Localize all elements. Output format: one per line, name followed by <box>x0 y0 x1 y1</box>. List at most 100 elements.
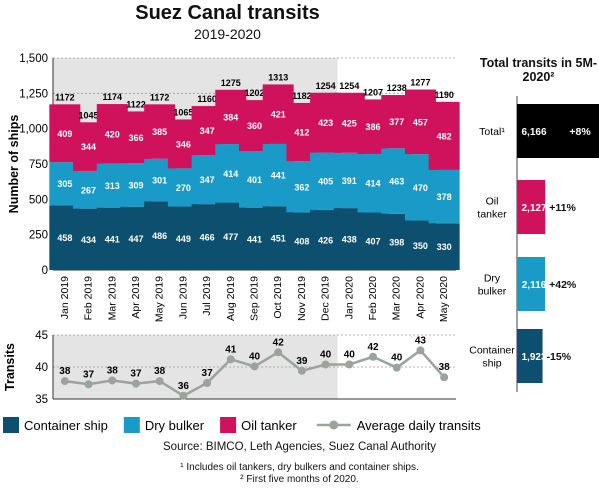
segment-label: 407 <box>366 237 381 247</box>
chart-subtitle: 2019-2020 <box>194 26 261 42</box>
side-category-label: Oil <box>486 196 499 208</box>
total-label: 1202 <box>244 88 264 98</box>
segment-label: 270 <box>176 183 191 193</box>
bar-segment <box>428 101 460 170</box>
line-point-label: 42 <box>273 337 285 348</box>
side-bar <box>517 104 599 158</box>
side-bar-value: 2,116 <box>522 280 547 291</box>
total-label: 1313 <box>268 72 288 82</box>
bar-segment <box>428 223 460 270</box>
side-category-label: tanker <box>477 209 507 221</box>
segment-label: 458 <box>57 233 72 243</box>
legend-label: Oil tanker <box>241 418 297 433</box>
segment-label: 344 <box>81 142 96 152</box>
segment-label: 385 <box>152 127 167 137</box>
line-point <box>274 348 283 357</box>
footnote-2: ² First five months of 2020. <box>240 474 359 485</box>
segment-label: 267 <box>81 185 96 195</box>
side-panel-title: Total transits in 5M-2020² <box>479 56 598 84</box>
side-bar <box>517 180 546 234</box>
legend-swatch <box>123 417 140 433</box>
segment-label: 466 <box>200 233 215 243</box>
line-point <box>297 366 306 375</box>
line-point-label: 37 <box>202 368 214 379</box>
side-bar-change: -15% <box>547 351 572 363</box>
side-bar-change: +11% <box>549 202 576 214</box>
segment-label: 347 <box>200 126 215 136</box>
y-tick-label: 1,250 <box>19 88 48 100</box>
segment-label: 309 <box>128 180 143 190</box>
line-point <box>321 360 330 369</box>
side-bar-value: 6,166 <box>521 127 546 138</box>
legend-label: Average daily transits <box>357 418 482 433</box>
legend-swatch <box>3 417 19 433</box>
line-point-label: 43 <box>415 335 427 346</box>
line-point-label: 38 <box>59 366 71 377</box>
side-bar-change: +42% <box>549 279 577 291</box>
line-y-tick-label: 45 <box>35 330 48 342</box>
line-point <box>179 391 188 400</box>
total-label: 1065 <box>173 107 193 117</box>
line-point <box>108 376 117 385</box>
y-tick-label: 750 <box>29 159 48 171</box>
segment-label: 414 <box>223 169 238 179</box>
line-point <box>203 379 212 387</box>
side-category-label: bulker <box>478 286 507 298</box>
total-label: 1122 <box>126 99 146 109</box>
segment-label: 313 <box>105 181 120 191</box>
total-label: 1172 <box>55 92 75 102</box>
segment-label: 362 <box>294 182 309 192</box>
segment-label: 420 <box>105 129 120 139</box>
side-category-label: Dry <box>484 273 501 285</box>
legend-line-marker <box>329 420 339 430</box>
bar-segment <box>428 169 460 224</box>
segment-label: 405 <box>318 177 333 187</box>
segment-label: 425 <box>342 118 357 128</box>
line-point-label: 37 <box>83 369 95 380</box>
x-tick-label: Jan 2019 <box>59 276 71 319</box>
total-label: 1045 <box>79 110 99 120</box>
segment-label: 447 <box>128 234 143 244</box>
segment-label: 347 <box>200 175 215 185</box>
line-point <box>250 362 259 371</box>
x-tick-label: May 2020 <box>438 276 450 322</box>
line-point-label: 42 <box>367 342 379 353</box>
total-label: 1172 <box>150 92 170 102</box>
side-category-label: ship <box>482 358 501 370</box>
line-point <box>60 377 69 386</box>
segment-label: 441 <box>247 234 262 244</box>
line-y-tick-label: 35 <box>35 394 48 406</box>
segment-label: 414 <box>366 179 381 189</box>
x-tick-label: Dec 2019 <box>320 276 332 321</box>
segment-label: 384 <box>223 112 238 122</box>
line-point <box>440 373 449 382</box>
y-tick-label: 250 <box>29 230 48 242</box>
y-tick-label: 1,500 <box>19 53 48 65</box>
segment-label: 426 <box>318 235 333 245</box>
footnote-1: ¹ Includes oil tankers, dry bulkers and … <box>180 462 419 473</box>
line-point-label: 41 <box>225 344 237 355</box>
total-label: 1207 <box>363 87 383 97</box>
x-tick-label: Sep 2019 <box>249 276 261 321</box>
segment-label: 346 <box>176 139 191 149</box>
segment-label: 421 <box>271 110 286 120</box>
side-bar-value: 2,127 <box>521 203 546 214</box>
side-bar <box>517 257 546 311</box>
line-point <box>345 360 354 369</box>
segment-label: 463 <box>389 177 404 187</box>
y-axis-label: Number of ships <box>7 115 21 214</box>
total-label: 1160 <box>197 94 217 104</box>
total-label: 1174 <box>102 92 122 102</box>
line-point-label: 37 <box>130 369 142 380</box>
segment-label: 438 <box>342 235 357 245</box>
segment-label: 412 <box>294 128 309 138</box>
total-label: 1254 <box>316 81 336 91</box>
x-tick-label: Feb 2020 <box>367 276 379 321</box>
total-label: 1275 <box>221 78 241 88</box>
line-point-label: 40 <box>249 351 261 362</box>
line-point-label: 40 <box>320 349 332 360</box>
segment-label: 409 <box>57 129 72 139</box>
line-point-label: 39 <box>296 356 308 367</box>
line-y-axis-label: Transits <box>3 343 17 391</box>
